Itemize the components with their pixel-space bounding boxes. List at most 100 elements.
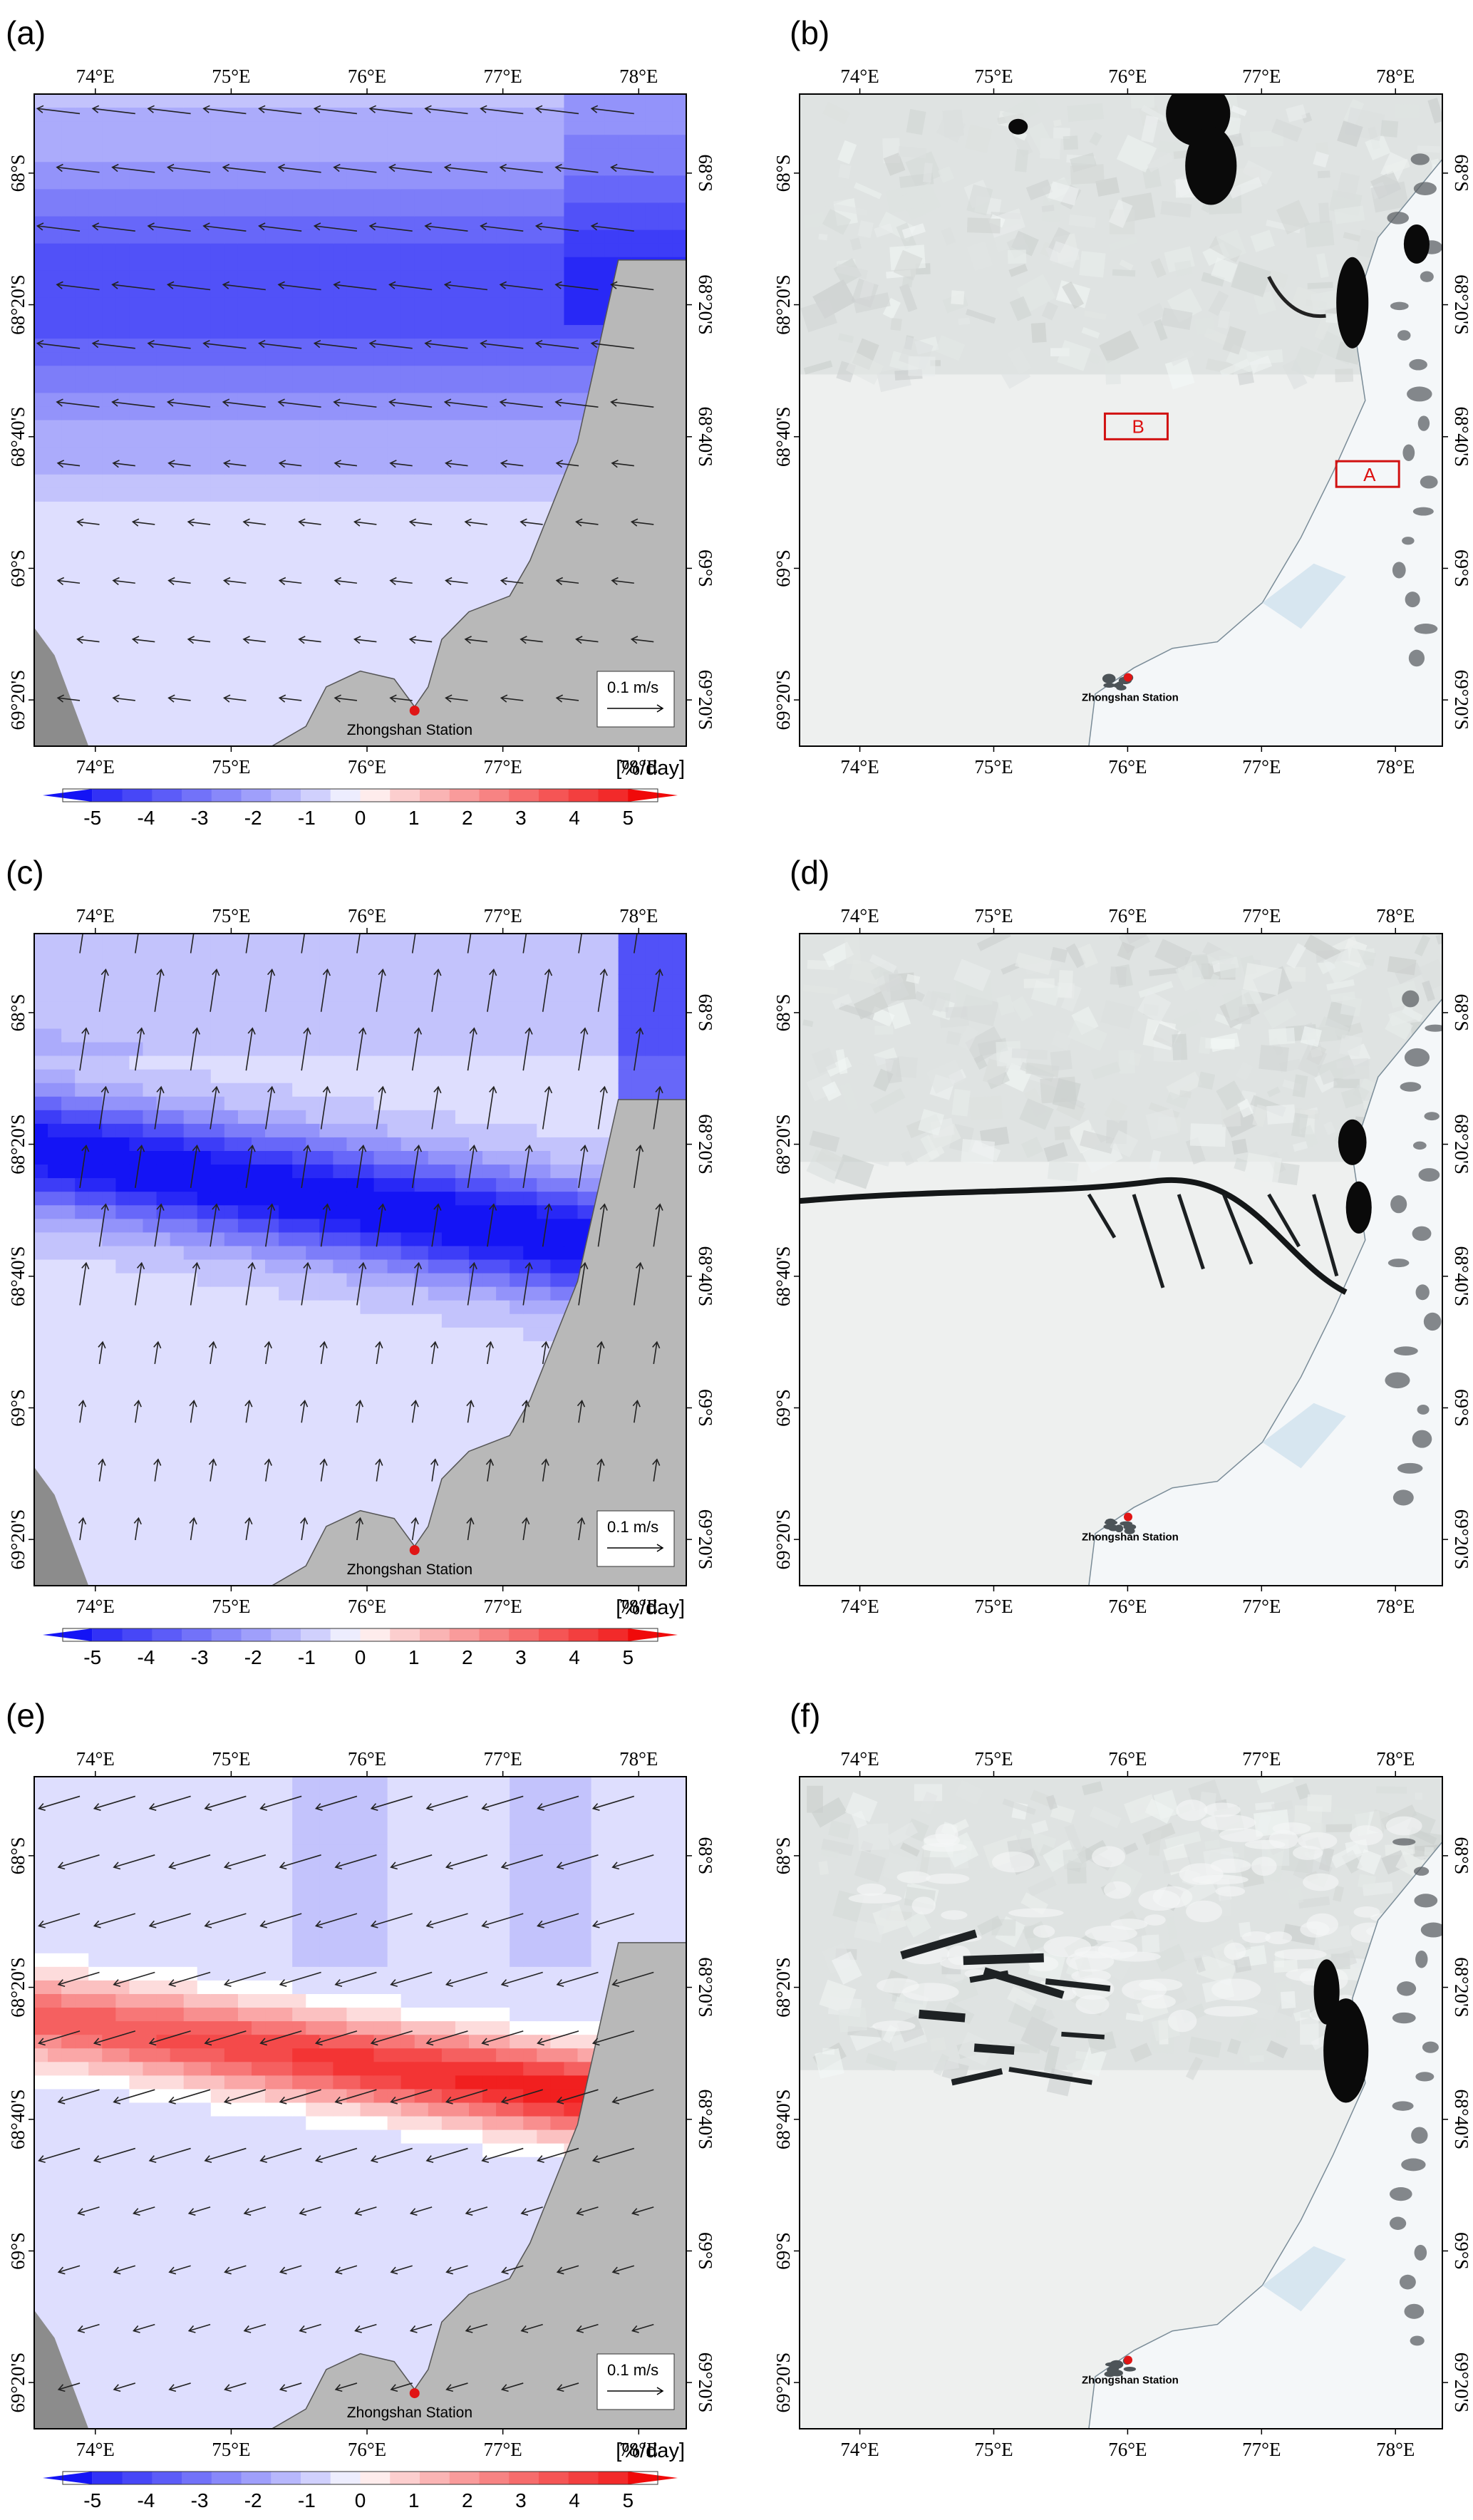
flux-cell [102, 1055, 116, 1070]
flux-cell [550, 1232, 565, 1247]
flux-cell [604, 243, 619, 258]
flux-cell [496, 284, 510, 299]
flux-cell [360, 379, 375, 393]
flux-cell [102, 556, 116, 570]
flux-cell [564, 325, 579, 339]
ice-floe [1160, 200, 1192, 218]
flux-cell [469, 1368, 483, 1383]
flux-cell [658, 94, 673, 108]
flux-cell [373, 1110, 388, 1125]
flux-cell [292, 1382, 306, 1396]
flux-cell [265, 1015, 279, 1030]
flux-cell [265, 1531, 279, 1546]
flux-cell [306, 934, 320, 948]
flux-cell [102, 1192, 116, 1206]
flux-cell [469, 366, 483, 380]
flux-cell [428, 420, 443, 435]
flux-cell [537, 311, 551, 326]
flux-cell [143, 352, 157, 366]
flux-cell [387, 135, 402, 149]
flux-cell [115, 379, 130, 393]
flux-cell [265, 1083, 279, 1098]
flux-cell [75, 121, 89, 135]
flux-cell [237, 393, 252, 408]
flux-cell [482, 447, 497, 462]
flux-cell [482, 135, 497, 149]
flux-cell [319, 934, 334, 948]
flux-cell [102, 1178, 116, 1192]
flux-cell [373, 1395, 388, 1410]
flux-cell [360, 1192, 375, 1206]
flux-cell [183, 1042, 198, 1057]
flux-cell [346, 1219, 361, 1233]
flux-cell [414, 460, 429, 475]
flux-cell [252, 651, 266, 666]
ice-floe [1170, 349, 1195, 366]
flux-cell [183, 202, 198, 217]
flux-cell [414, 406, 429, 421]
flux-cell [400, 1395, 415, 1410]
flux-cell [115, 974, 130, 988]
flux-cell [537, 988, 551, 1002]
flux-cell [88, 94, 103, 108]
flux-cell [455, 420, 470, 435]
ice-floe [1057, 340, 1091, 371]
flux-cell [577, 135, 592, 149]
flux-cell [333, 202, 348, 217]
flux-cell [210, 1001, 225, 1016]
flux-cell [333, 135, 348, 149]
flux-cell [428, 433, 443, 448]
flux-cell [224, 1110, 239, 1125]
flux-cell [333, 1327, 348, 1342]
flux-cell [373, 637, 388, 652]
flux-cell [306, 1395, 320, 1410]
colorbar-segment [390, 789, 420, 802]
flux-cell [48, 583, 62, 597]
flux-cell [387, 1219, 402, 1233]
flux-cell [102, 1246, 116, 1261]
flux-cell [387, 961, 402, 975]
flux-cell [333, 311, 348, 326]
flux-cell [441, 1028, 456, 1043]
flux-cell [224, 1463, 239, 1478]
flux-cell [210, 556, 225, 570]
flux-cell [306, 1327, 320, 1342]
flux-cell [523, 1219, 537, 1233]
flux-cell [360, 1327, 375, 1342]
flux-cell [577, 148, 592, 162]
flux-cell [455, 202, 470, 217]
flux-cell [224, 1422, 239, 1437]
flux-cell [102, 974, 116, 988]
flux-cell [496, 1178, 510, 1192]
flux-cell [441, 352, 456, 366]
flux-cell [292, 1137, 306, 1152]
flux-cell [197, 583, 212, 597]
flux-cell [170, 243, 185, 258]
flux-cell [252, 366, 266, 380]
flux-cell [170, 1110, 185, 1125]
flux-cell [346, 216, 361, 231]
flux-cell [197, 189, 212, 204]
flux-cell [387, 501, 402, 516]
flux-cell [61, 624, 76, 639]
wind-arrow [188, 639, 211, 643]
flux-cell [48, 94, 62, 108]
flux-cell [75, 1083, 89, 1098]
flux-cell [265, 678, 279, 693]
flux-cell [591, 297, 606, 312]
flux-cell [61, 447, 76, 462]
flux-cell [224, 148, 239, 162]
flux-cell [373, 556, 388, 570]
flux-cell [156, 705, 171, 720]
flux-cell [237, 637, 252, 652]
flux-cell [170, 1544, 185, 1559]
flux-cell [279, 1259, 293, 1274]
flux-cell [48, 1300, 62, 1315]
flux-cell [170, 1055, 185, 1070]
flux-cell [34, 366, 48, 380]
flux-cell [115, 678, 130, 693]
flux-cell [156, 1450, 171, 1465]
flux-cell [604, 189, 619, 204]
flux-cell [631, 135, 646, 149]
flux-cell [564, 1151, 579, 1165]
